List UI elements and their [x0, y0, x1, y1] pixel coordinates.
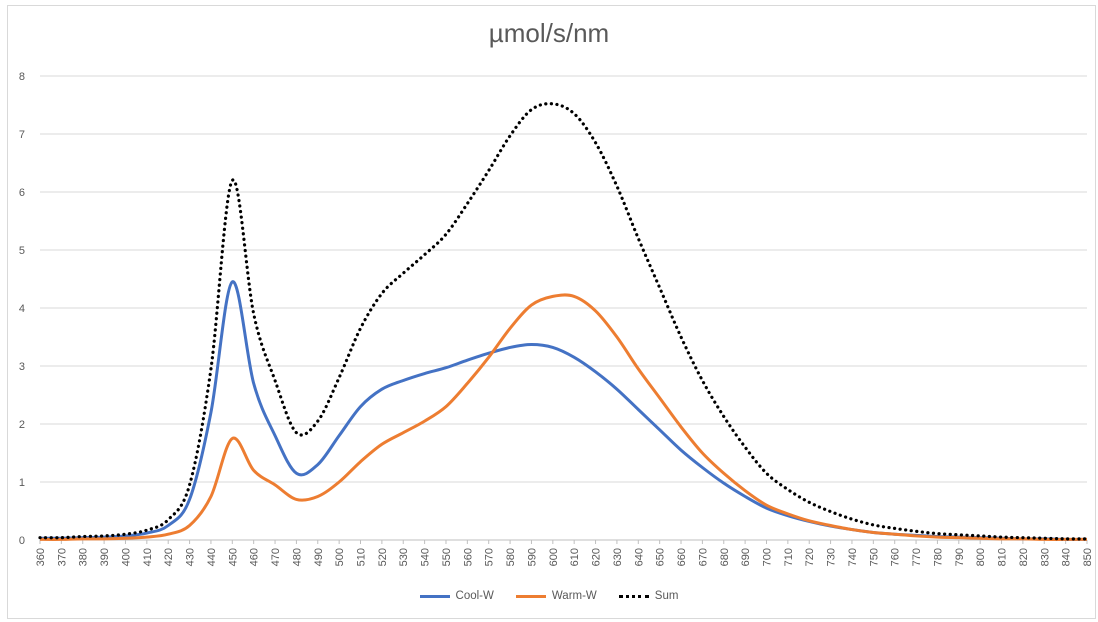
- x-tick-label: 380: [78, 548, 90, 566]
- x-tick-label: 840: [1061, 548, 1073, 566]
- y-tick-label: 8: [19, 71, 25, 83]
- y-tick-label: 4: [19, 303, 25, 315]
- x-tick-label: 760: [890, 548, 902, 566]
- x-tick-label: 660: [676, 548, 688, 566]
- x-tick-label: 770: [911, 548, 923, 566]
- gridlines: [40, 75, 1087, 541]
- series-layer: [38, 102, 1089, 541]
- x-tick-label: 700: [761, 548, 773, 566]
- x-tick-label: 580: [505, 548, 517, 566]
- x-tick-label: 460: [249, 548, 261, 566]
- chart-frame: [7, 5, 1096, 619]
- x-tick-label: 620: [591, 548, 603, 566]
- legend-item-sum: Sum: [618, 590, 679, 602]
- x-tick-label: 590: [526, 548, 538, 566]
- x-tick-label: 730: [826, 548, 838, 566]
- legend-label: Sum: [654, 590, 679, 602]
- legend-swatch: [515, 594, 546, 598]
- x-tick-label: 750: [868, 548, 880, 566]
- x-tick-label: 390: [99, 548, 111, 566]
- y-tick-label: 6: [19, 187, 25, 199]
- y-tick-label: 1: [19, 477, 25, 489]
- x-tick-label: 360: [35, 548, 47, 566]
- x-tick-label: 680: [719, 548, 731, 566]
- x-tick-label: 820: [1018, 548, 1030, 566]
- x-tick-label: 410: [142, 548, 154, 566]
- x-tick-label: 490: [313, 548, 325, 566]
- x-tick-label: 830: [1039, 548, 1051, 566]
- legend-label: Cool-W: [455, 590, 494, 602]
- x-tick-label: 480: [291, 548, 303, 566]
- legend-label: Warm-W: [551, 590, 597, 602]
- legend-item-warm-w: Warm-W: [515, 590, 597, 602]
- legend-swatch: [419, 594, 450, 598]
- x-tick-label: 740: [847, 548, 859, 566]
- x-tick-label: 420: [163, 548, 175, 566]
- y-tick-label: 5: [19, 245, 25, 257]
- x-tick-label: 800: [975, 548, 987, 566]
- x-tick-label: 850: [1082, 548, 1094, 566]
- x-tick-label: 710: [783, 548, 795, 566]
- x-tick-label: 400: [120, 548, 132, 566]
- x-tick-label: 520: [377, 548, 389, 566]
- x-tick-label: 560: [462, 548, 474, 566]
- x-tick-label: 600: [548, 548, 560, 566]
- x-tick-label: 540: [420, 548, 432, 566]
- legend-item-cool-w: Cool-W: [419, 590, 494, 602]
- series-line-warm-w: [39, 293, 1087, 541]
- x-tick-label: 570: [484, 548, 496, 566]
- y-tick-label: 2: [19, 419, 25, 431]
- series-line-cool-w: [39, 280, 1088, 541]
- x-tick-label: 430: [185, 548, 197, 566]
- x-tick-label: 510: [356, 548, 368, 566]
- chart-title: µmol/s/nm: [488, 18, 610, 48]
- x-tick-label: 780: [932, 548, 944, 566]
- x-tick-label: 650: [655, 548, 667, 566]
- x-tick-label: 470: [270, 548, 282, 566]
- x-tick-label: 690: [740, 548, 752, 566]
- x-tick-label: 640: [633, 548, 645, 566]
- x-tick-label: 530: [398, 548, 410, 566]
- y-tick-label: 0: [19, 535, 25, 547]
- x-tick-label: 370: [56, 548, 68, 566]
- y-tick-label: 3: [19, 361, 25, 373]
- axes: 0 1 2 3 4 5 6 7 8 360 370 380 390 400 410 420 430 440 450 4…: [19, 71, 1094, 566]
- x-tick-label: 610: [569, 548, 581, 566]
- x-tick-label: 790: [954, 548, 966, 566]
- x-tick-label: 810: [997, 548, 1009, 566]
- y-tick-label: 7: [19, 129, 25, 141]
- x-tick-label: 630: [612, 548, 624, 566]
- x-tick-label: 450: [227, 548, 239, 566]
- x-tick-label: 670: [697, 548, 709, 566]
- legend: Cool-W Warm-W Sum: [0, 590, 1098, 602]
- x-tick-label: 720: [804, 548, 816, 566]
- x-tick-label: 500: [334, 548, 346, 566]
- legend-swatch: [618, 594, 649, 598]
- x-tick-label: 440: [206, 548, 218, 566]
- x-tick-label: 550: [441, 548, 453, 566]
